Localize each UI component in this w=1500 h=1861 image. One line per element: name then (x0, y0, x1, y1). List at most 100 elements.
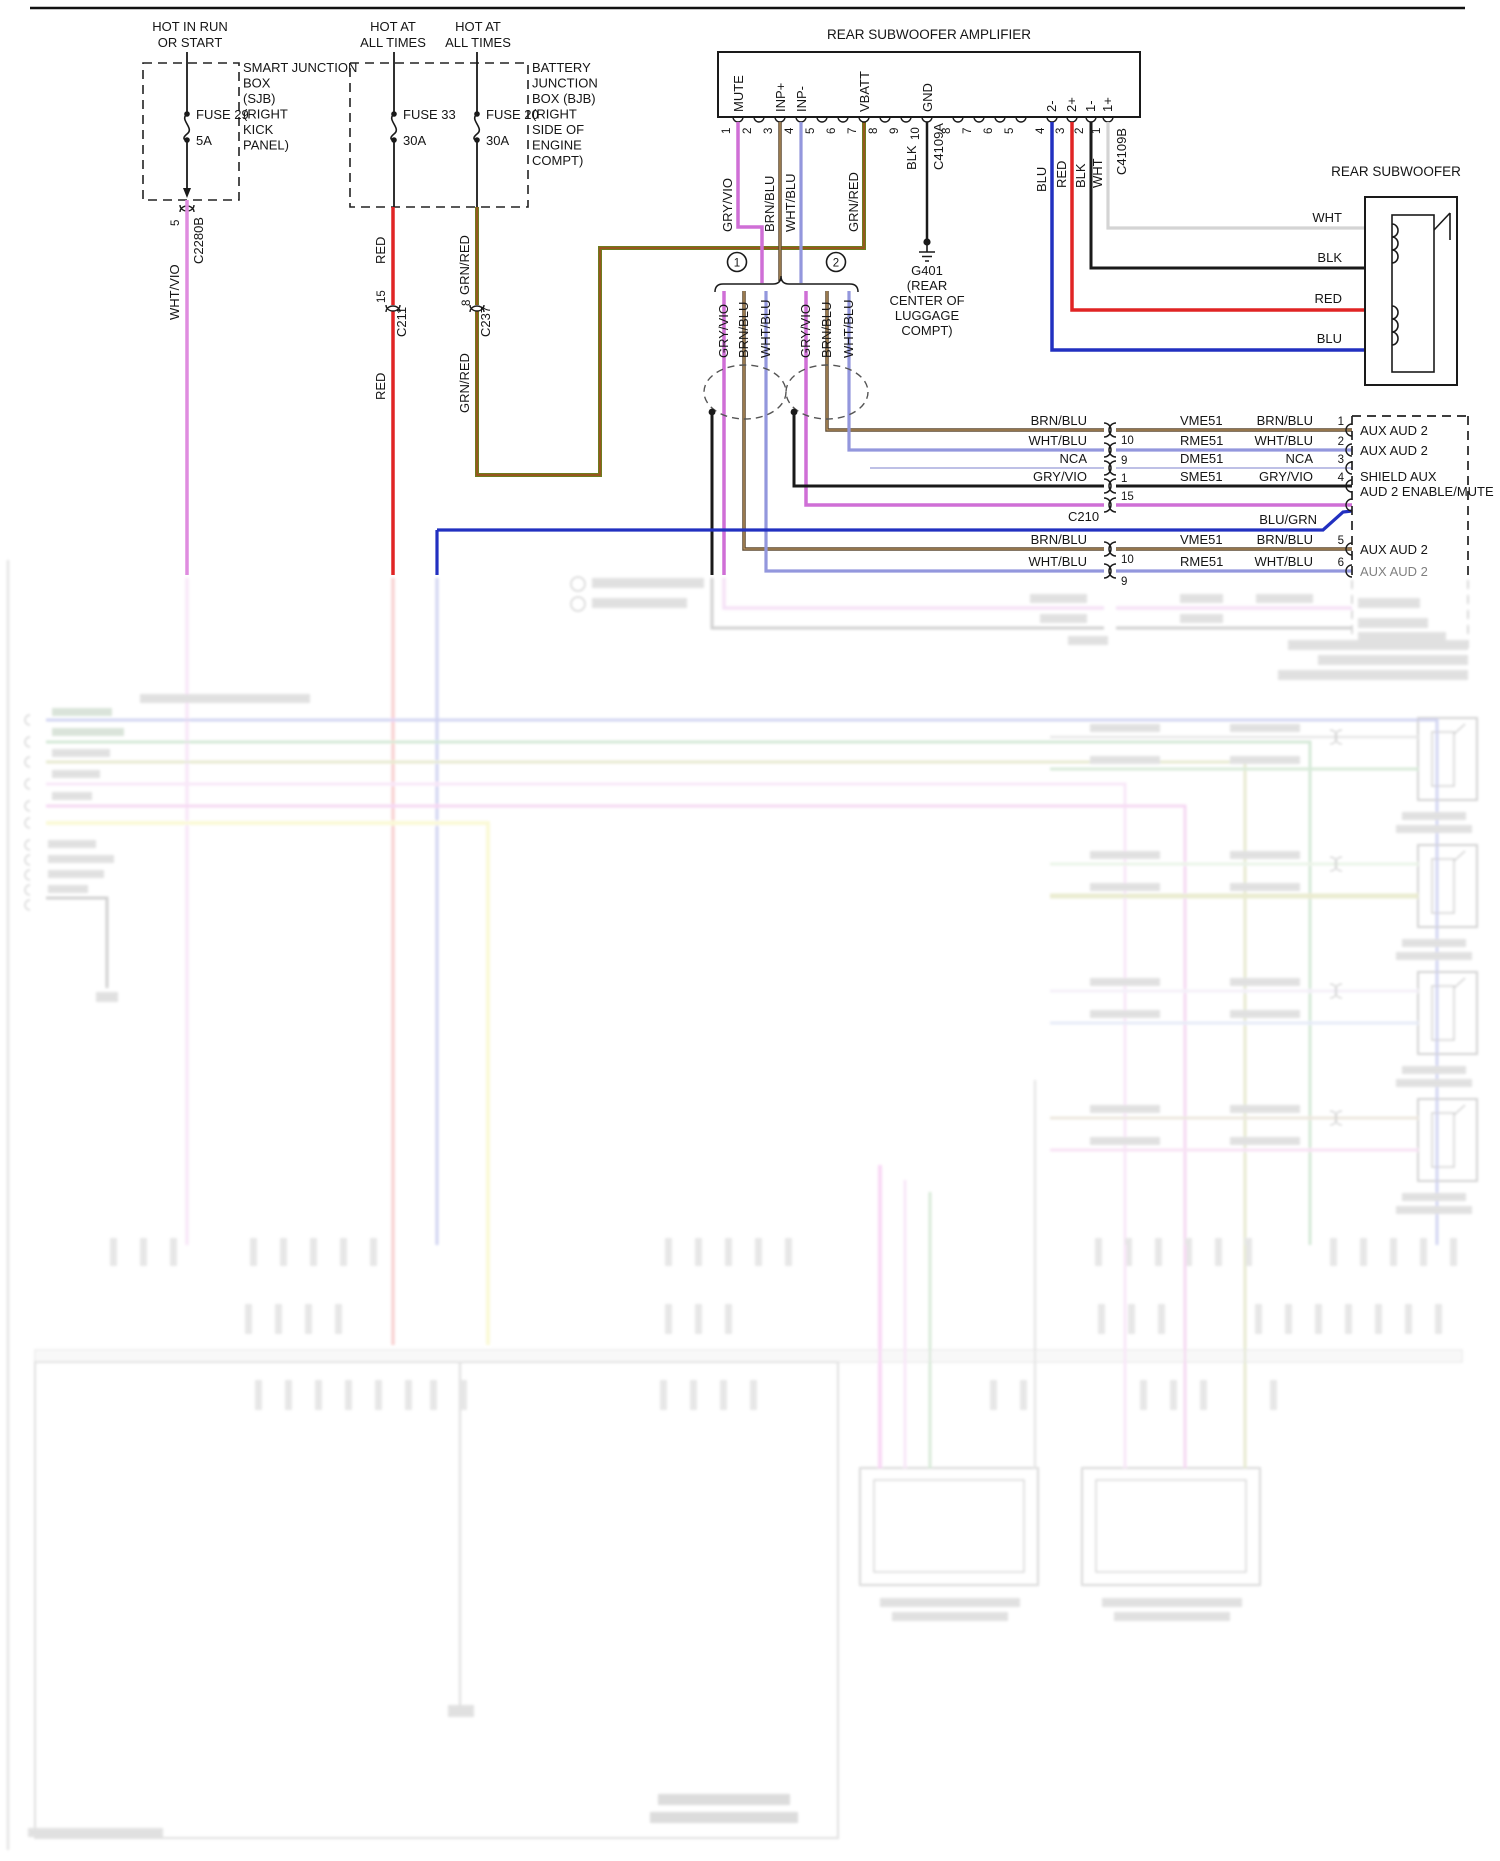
pin-num: 9 (889, 128, 901, 134)
faded-speaker-2 (1050, 844, 1478, 960)
faded-text (140, 694, 310, 703)
pin-8: 8 (461, 300, 473, 306)
bjb-line: JUNCTION (532, 76, 598, 91)
row-pin-r: 4 (1338, 472, 1345, 484)
amp-pin-1minus: 1- (1083, 100, 1098, 112)
pin-num: 2 (742, 128, 754, 134)
aux-aud2-label: AUX AUD 2 (1360, 443, 1428, 458)
faded-text (1358, 598, 1420, 608)
fuse33-symbol (390, 113, 398, 141)
fuse20-symbol (473, 113, 481, 141)
row-label-r: NCA (1286, 451, 1314, 466)
wire-blk2-label: BLK (1073, 163, 1088, 188)
feed-stubs-2 (393, 52, 478, 112)
wire-whtblu-label: WHT/BLU (783, 174, 798, 233)
p1-whtblu-rowG (764, 291, 1352, 573)
wire-blugrn (437, 509, 1353, 532)
faded-gryvio-row (722, 578, 1352, 610)
connector-c4109a-label: C4109A (931, 123, 946, 170)
row-pin-r: 1 (1338, 416, 1344, 428)
row-circuit: RME51 (1180, 554, 1223, 569)
amp-pin-vbatt: VBATT (857, 71, 872, 112)
pin-num: 7 (962, 128, 974, 134)
sub-title: REAR SUBWOOFER (1331, 164, 1461, 179)
row-pin: 15 (1121, 491, 1134, 503)
fuse-out-stubs (393, 140, 478, 207)
faded-legend-icon (570, 576, 586, 592)
faded-wire-label-cluster (110, 1238, 1457, 1266)
amp-pin-inp-minus: INP- (794, 86, 809, 112)
pair-label: BRN/BLU (736, 302, 751, 358)
faded-text (1180, 614, 1223, 623)
aux-shield-label-1: SHIELD AUX (1360, 469, 1437, 484)
faded-legend-icon (570, 596, 586, 612)
wire-blu-label: BLU (1034, 167, 1049, 192)
g401-line: LUGGAGE (895, 308, 960, 323)
row-pin: 10 (1121, 554, 1134, 566)
connector-c237-label: C237 (478, 306, 493, 337)
shield-1-icon (703, 364, 787, 420)
pin-num: 3 (1055, 128, 1067, 134)
row-label-r: BRN/BLU (1257, 532, 1313, 547)
row-label: NCA (1060, 451, 1088, 466)
faded-text (52, 792, 92, 800)
faded-text (48, 870, 104, 878)
pin-num: 7 (847, 128, 859, 134)
wire-wht-vio-label: WHT/VIO (167, 264, 182, 320)
faded-wire-label-cluster (245, 1304, 1442, 1334)
faded-speaker-4 (1050, 1098, 1478, 1214)
p2-whtblu-rowB (847, 291, 1352, 452)
faded-connector-icons (1329, 729, 1343, 1126)
row-pin: 9 (1121, 455, 1127, 467)
wire-grnred-label-2: GRN/RED (457, 353, 472, 413)
faded-text (48, 840, 96, 848)
faded-text (1256, 594, 1313, 603)
hot-in-run-label-2: OR START (158, 35, 223, 50)
faded-module-note (1318, 655, 1468, 665)
row-label: WHT/BLU (1029, 554, 1088, 569)
connector-c211-icon (385, 304, 401, 313)
faded-module-box (34, 1361, 839, 1839)
wire-blk-label: BLK (904, 145, 919, 170)
amp-title: REAR SUBWOOFER AMPLIFIER (827, 27, 1031, 42)
faded-module-title (650, 1812, 798, 1823)
pin-num: 5 (1004, 128, 1016, 134)
fuse20-label: FUSE 20 (486, 107, 539, 122)
g401-line: COMPT) (901, 323, 952, 338)
pin-num: 2 (1074, 128, 1086, 134)
faded-text (1358, 632, 1446, 642)
row-circuit: SME51 (1180, 469, 1223, 484)
row-label: BRN/BLU (1031, 532, 1087, 547)
wire-brnblu-label: BRN/BLU (762, 176, 777, 232)
row-label: WHT/BLU (1029, 433, 1088, 448)
connector-c237-icon (469, 304, 485, 313)
aux-shield-label-2: AUD 2 ENABLE/MUTE (1360, 484, 1494, 499)
hot-at-all-times-1a: HOT AT (370, 19, 416, 34)
sjb-line: BOX (243, 76, 271, 91)
sub-wire-red: RED (1315, 291, 1342, 306)
amp-pin-mute: MUTE (731, 75, 746, 112)
pin-5: 5 (170, 220, 182, 226)
pin-num: 6 (826, 128, 838, 134)
faded-pin-bumps (24, 714, 31, 829)
wire-wht-label: WHT (1090, 158, 1105, 188)
p1-brnblu-rowF-stripe (743, 291, 1352, 550)
aux-aud2-label: AUX AUD 2 (1360, 564, 1428, 579)
amp-pin-2minus: 2- (1044, 100, 1059, 112)
circled-2: 2 (833, 258, 839, 270)
shield-2-icon (785, 364, 869, 420)
g401-line: G401 (911, 263, 943, 278)
wire-red-label-2: RED (373, 373, 388, 400)
row-pin-r: 2 (1338, 436, 1344, 448)
faded-speaker-1 (1050, 717, 1478, 833)
sjb-box (142, 62, 240, 201)
pin-num: 10 (910, 127, 922, 140)
pin-num: 1 (1091, 128, 1103, 134)
row-circuit: RME51 (1180, 433, 1223, 448)
connector-c211-label: C211 (394, 307, 409, 337)
pair-label: BRN/BLU (819, 302, 834, 358)
wire-gryvio-drop (736, 122, 764, 283)
faded-text (448, 1705, 474, 1717)
bjb-line: BATTERY (532, 60, 591, 75)
